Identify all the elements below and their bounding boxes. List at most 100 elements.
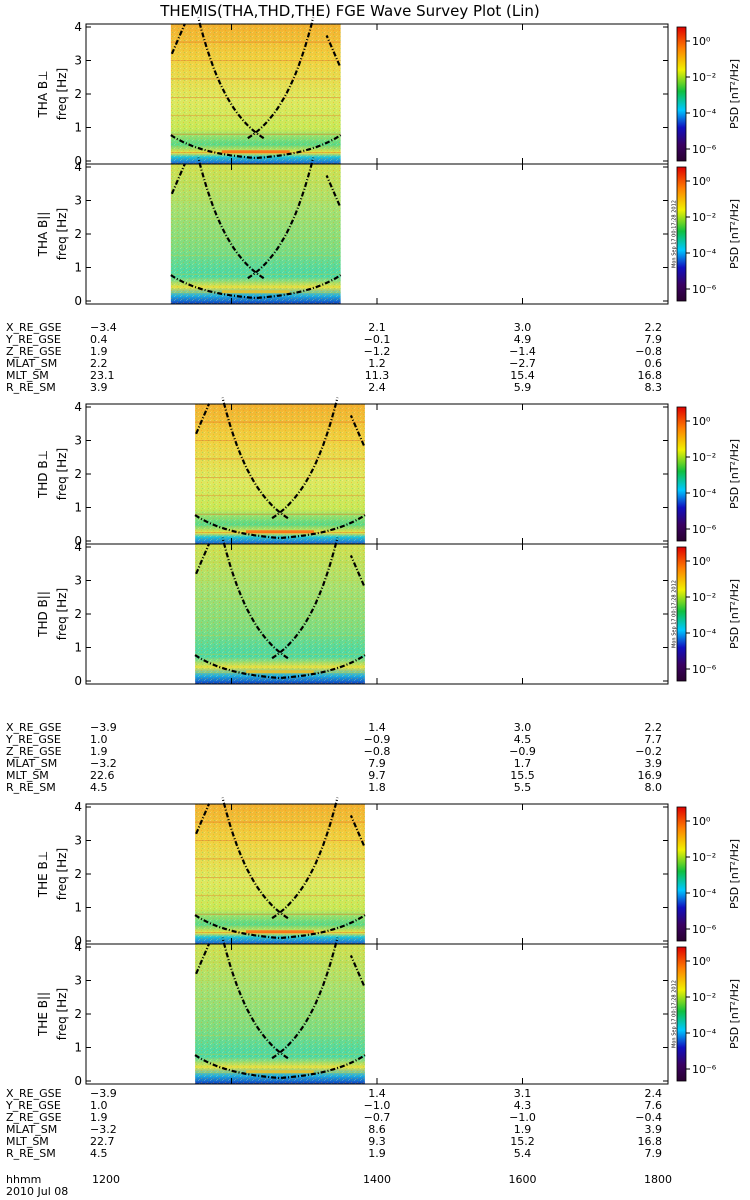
ephemeris-value: 3.1	[514, 1087, 532, 1100]
y-tick-label: 1	[74, 121, 82, 135]
ephemeris-value: 1.9	[514, 1123, 532, 1136]
ephemeris-table: X_RE_GSE −3.4 2.1 3.0 2.2 Y_RE_GSE 0.4 −0.1 4.9 7…	[5, 321, 662, 394]
panel-frame	[85, 943, 669, 1085]
colorbar	[676, 946, 687, 1082]
colorbar	[676, 166, 687, 302]
ephemeris-label: MLAT_SM	[6, 357, 57, 370]
gyrofrequency-curve	[271, 797, 339, 920]
y-tick-label: 0	[74, 294, 82, 308]
ephemeris-value: −0.7	[364, 1111, 391, 1124]
y-tick-label: 1	[74, 261, 82, 275]
gyrofrequency-curve	[197, 157, 265, 280]
spectral-band-strong	[221, 290, 290, 294]
gyrofrequency-curve	[271, 537, 339, 660]
ephemeris-value: 22.7	[90, 1135, 115, 1148]
ephemeris-value: 3.0	[514, 321, 532, 334]
ephemeris-value: −0.9	[509, 745, 536, 758]
x-tick-label: 1200	[92, 1173, 120, 1186]
y-axis-label: freq [Hz]	[55, 68, 69, 120]
colorbar-tick-label: 10⁻²	[692, 451, 716, 464]
ephemeris-value: 2.2	[645, 321, 663, 334]
spectral-band-strong	[246, 670, 314, 674]
ephemeris-value: 15.2	[510, 1135, 535, 1148]
panel-label: THA B||	[36, 212, 50, 258]
y-tick-label: 1	[74, 641, 82, 655]
gyrofrequency-curve	[349, 554, 365, 586]
y-tick-label: 0	[74, 154, 82, 168]
ephemeris-value: 2.4	[368, 381, 386, 394]
y-tick-label: 4	[74, 400, 82, 414]
y-tick-label: 4	[74, 800, 82, 814]
y-axis-label: freq [Hz]	[55, 988, 69, 1040]
ephemeris-value: 4.5	[514, 733, 532, 746]
y-tick-label: 1	[74, 1041, 82, 1055]
spectrogram-noise	[195, 944, 365, 1084]
ephemeris-value: 8.0	[645, 781, 663, 794]
colorbar-tick-label: 10⁻⁶	[692, 143, 717, 156]
y-tick-label: 0	[74, 1074, 82, 1088]
gyrofrequency-curve	[194, 914, 366, 940]
date-label: 2010 Jul 08	[6, 1185, 68, 1198]
ephemeris-value: −1.0	[364, 1099, 391, 1112]
x-tick-label: 1400	[363, 1173, 391, 1186]
colorbar-tick-label: 10⁰	[692, 555, 711, 568]
colorbar	[676, 546, 687, 682]
ephemeris-value: −0.8	[635, 345, 662, 358]
spectrogram-noise	[170, 164, 341, 304]
gyrofrequency-curve	[195, 403, 211, 435]
spectrogram-panel: 0 1 2 3 4 THD B⊥ freq [Hz] 10⁰ 10⁻² 10⁻⁴ 10⁻⁶ PSD […	[36, 397, 741, 548]
plot-timestamp: Mon Sep 17 00:17:28 2012	[672, 580, 678, 648]
ephemeris-value: 15.4	[510, 369, 535, 382]
spectrogram-panel: 0 1 2 3 4 THE B⊥ freq [Hz] 10⁰ 10⁻² 10⁻⁴ 10⁻⁶ PSD […	[36, 797, 741, 948]
colorbar-label: PSD [nT²/Hz]	[728, 979, 741, 1049]
ephemeris-value: −3.9	[90, 1087, 117, 1100]
colorbar-tick-label: 10⁻⁴	[692, 627, 717, 640]
y-axis-label: freq [Hz]	[55, 208, 69, 260]
colorbar-tick-label: 10⁻⁶	[692, 923, 717, 936]
colorbar	[676, 26, 687, 162]
ephemeris-value: 1.8	[368, 781, 386, 794]
ephemeris-value: 7.7	[645, 733, 663, 746]
colorbar-label: PSD [nT²/Hz]	[728, 59, 741, 129]
y-tick-label: 2	[74, 87, 82, 101]
spectrogram-noise	[195, 804, 365, 944]
ephemeris-value: 2.1	[368, 321, 386, 334]
ephemeris-value: −0.2	[635, 745, 662, 758]
colorbar-tick-label: 10⁻⁴	[692, 487, 717, 500]
gyrofrequency-curve	[170, 134, 342, 160]
y-tick-label: 4	[74, 160, 82, 174]
x-tick-label: 1600	[509, 1173, 537, 1186]
spectral-band-strong	[246, 930, 314, 934]
y-tick-label: 4	[74, 20, 82, 34]
ephemeris-value: 1.7	[514, 757, 532, 770]
ephemeris-value: 11.3	[365, 369, 390, 382]
x-tick-label: 1800	[644, 1173, 672, 1186]
ephemeris-value: 5.4	[514, 1147, 532, 1160]
y-tick-label: 0	[74, 934, 82, 948]
ephemeris-label: X_RE_GSE	[6, 721, 62, 734]
panel-area: 0 1 2 3 4 THA B⊥ freq [Hz] 10⁰ 10⁻² 10⁻⁴ 10⁻⁶ PSD […	[5, 17, 741, 1198]
spectral-band-strong	[246, 1070, 314, 1074]
y-tick-label: 3	[74, 574, 82, 588]
plot-timestamp: Mon Sep 17 00:17:28 2012	[672, 200, 678, 268]
ephemeris-label: MLAT_SM	[6, 1123, 57, 1136]
ephemeris-value: 1.0	[90, 733, 108, 746]
gyrofrequency-curve	[170, 163, 186, 195]
plot-title: THEMIS(THA,THD,THE) FGE Wave Survey Plot…	[159, 2, 540, 20]
colorbar-tick-label: 10⁻²	[692, 211, 716, 224]
y-tick-label: 3	[74, 834, 82, 848]
ephemeris-value: 2.2	[90, 357, 108, 370]
y-tick-label: 3	[74, 54, 82, 68]
panel-frame	[85, 543, 669, 685]
ephemeris-value: 2.4	[645, 1087, 663, 1100]
colorbar-tick-label: 10⁻⁶	[692, 1063, 717, 1076]
ephemeris-value: 1.9	[90, 345, 108, 358]
ephemeris-label: MLAT_SM	[6, 757, 57, 770]
ephemeris-value: 0.6	[645, 357, 663, 370]
gyrofrequency-curve	[349, 954, 365, 986]
ephemeris-value: 1.9	[368, 1147, 386, 1160]
colorbar-tick-label: 10⁻⁶	[692, 283, 717, 296]
time-axis: hhmm 1200 1400 1600 1800 2010 Jul 08	[6, 1173, 672, 1198]
ephemeris-value: −0.4	[635, 1111, 662, 1124]
